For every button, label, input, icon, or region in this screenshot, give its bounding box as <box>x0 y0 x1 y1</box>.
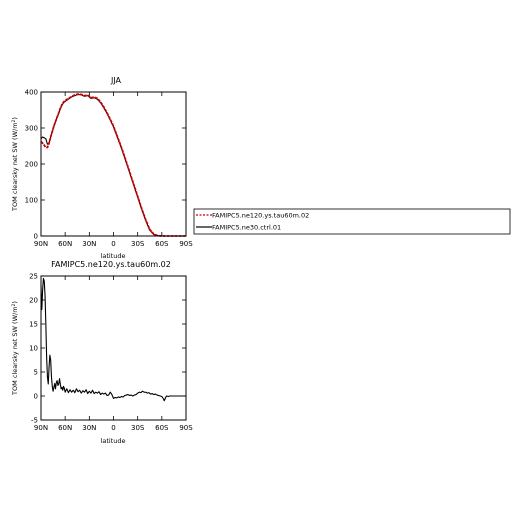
bottom-xtick-label: 90N <box>34 424 48 432</box>
top-ytick-label: 400 <box>25 89 38 97</box>
top-series-line-0 <box>40 93 186 237</box>
top-xtick-label: 30S <box>131 240 145 248</box>
bottom-ylabel: TOM clearsky net SW (W/m2) <box>11 301 19 396</box>
top-xtick-label: 60N <box>58 240 72 248</box>
bottom-xtick-label: 60S <box>155 424 169 432</box>
top-xlabel: latitude <box>101 252 126 260</box>
top-panel: JJA 90N 60N 30N 0 30S 60S 90S 0 100 200 300 400 lat… <box>11 76 193 260</box>
top-xtick-label: 90S <box>179 240 193 248</box>
top-ytick-label: 300 <box>25 125 38 133</box>
bottom-ytick-label: 0 <box>34 393 38 401</box>
bottom-series-line-0 <box>40 277 186 402</box>
legend: FAMIPC5.ne120.ys.tau60m.02 FAMIPC5.ne30.… <box>193 208 511 235</box>
bottom-xtick-label: 60N <box>58 424 72 432</box>
bottom-plot-frame <box>40 275 187 421</box>
bottom-ytick-label: -5 <box>31 417 38 425</box>
top-title: JJA <box>110 76 122 85</box>
bottom-xlabel: latitude <box>101 437 126 445</box>
top-ytick-label: 100 <box>25 197 38 205</box>
top-ytick-label: 0 <box>34 233 38 241</box>
top-ytick-label: 200 <box>25 161 38 169</box>
top-xtick-label: 0 <box>111 240 115 248</box>
top-ylabel: TOM clearsky net SW (W/m2) <box>11 117 19 212</box>
legend-label-ne120: FAMIPC5.ne120.ys.tau60m.02 <box>212 212 309 220</box>
top-plot-frame <box>40 91 187 237</box>
top-xtick-label: 60S <box>155 240 169 248</box>
bottom-xtick-label: 30S <box>131 424 145 432</box>
bottom-xtick-label: 90S <box>179 424 193 432</box>
bottom-ytick-label: 25 <box>29 273 38 281</box>
bottom-ytick-label: 15 <box>29 321 38 329</box>
bottom-title: FAMIPC5.ne120.ys.tau60m.02 <box>51 260 171 269</box>
top-xtick-label: 30N <box>82 240 96 248</box>
bottom-ytick-label: 20 <box>29 297 38 305</box>
legend-box <box>193 208 511 235</box>
legend-label-ne30: FAMIPC5.ne30.ctrl.01 <box>212 224 281 232</box>
bottom-xtick-label: 0 <box>111 424 115 432</box>
top-series-line-1 <box>40 93 186 237</box>
bottom-xtick-label: 30N <box>82 424 96 432</box>
bottom-ytick-label: 10 <box>29 345 38 353</box>
top-xtick-label: 90N <box>34 240 48 248</box>
bottom-ytick-label: 5 <box>34 369 38 377</box>
bottom-panel: FAMIPC5.ne120.ys.tau60m.02 90N 60N 30N 0 30S… <box>11 260 193 445</box>
